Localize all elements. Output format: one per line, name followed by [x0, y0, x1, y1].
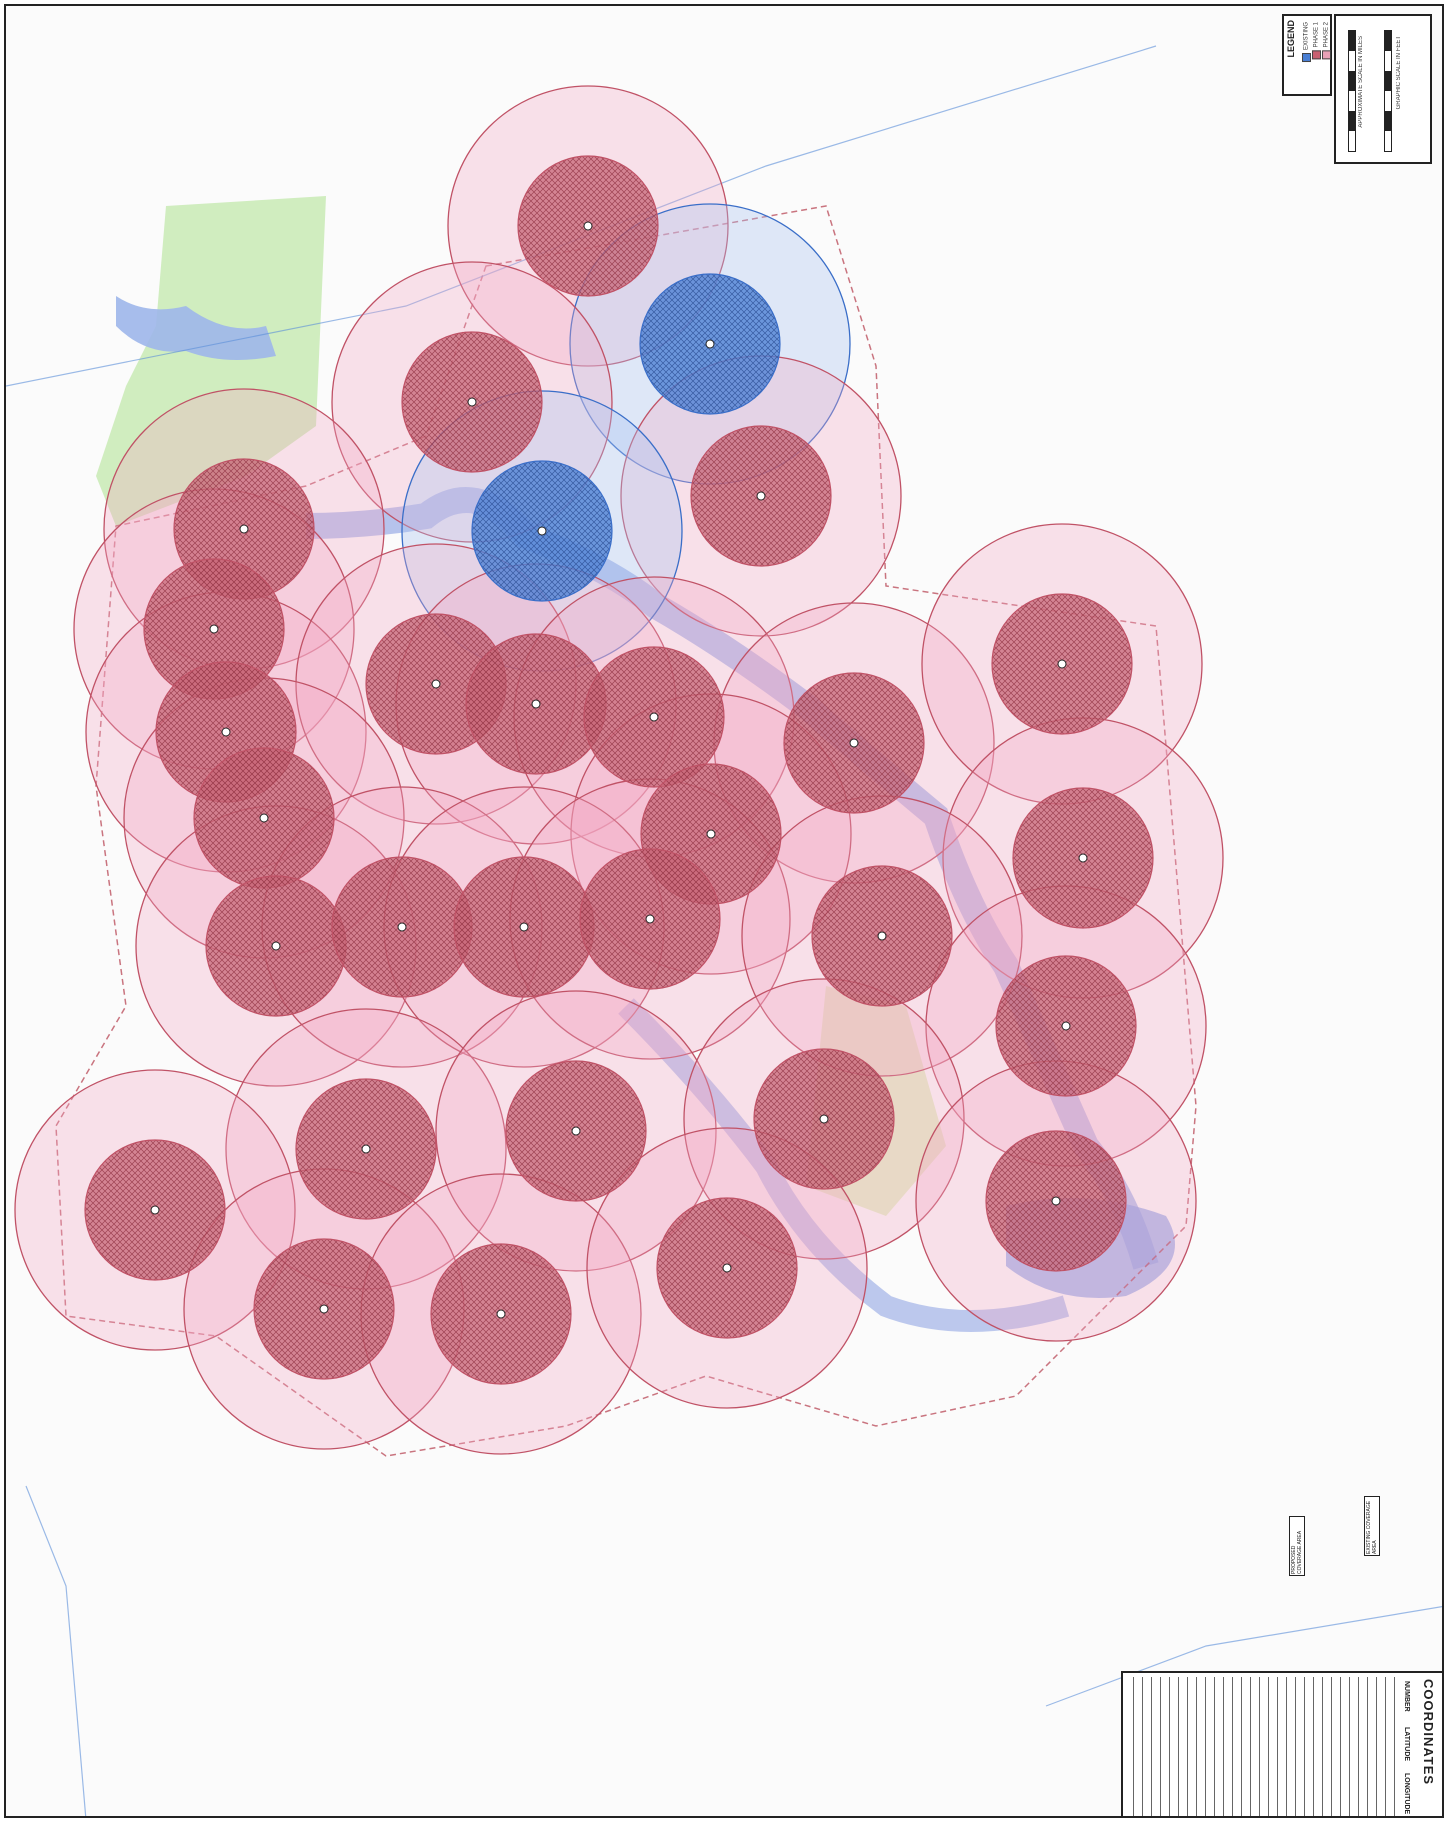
coordinates-table: COORDINATES NUMBER LATITUDE LONGITUDE: [1121, 1671, 1442, 1816]
table-row: [1340, 1677, 1349, 1816]
scale-bar: [1348, 30, 1356, 152]
site-marker[interactable]: [645, 914, 655, 924]
scale-panel: GRAPHIC SCALE IN FEET APPROXIMATE SCALE …: [1334, 14, 1432, 164]
site-marker[interactable]: [756, 491, 766, 501]
site-marker[interactable]: [705, 339, 715, 349]
graphic-scale-label: GRAPHIC SCALE IN FEET: [1396, 36, 1402, 110]
site-marker[interactable]: [209, 624, 219, 634]
table-row: [1160, 1677, 1169, 1816]
scale-bar: [1384, 30, 1392, 152]
site-marker[interactable]: [571, 1126, 581, 1136]
legend: LEGEND EXISTING PHASE 1 PHASE 2: [1282, 14, 1332, 96]
site-marker[interactable]: [706, 829, 716, 839]
site-marker[interactable]: [1057, 659, 1067, 669]
site-marker[interactable]: [239, 524, 249, 534]
approximate-scale-label: APPROXIMATE SCALE IN MILES: [1358, 36, 1364, 128]
site-marker[interactable]: [221, 727, 231, 737]
legend-label: PHASE 1: [1313, 22, 1320, 48]
legend-swatch: [1312, 50, 1321, 60]
site-marker[interactable]: [150, 1205, 160, 1215]
site-marker[interactable]: [519, 922, 529, 932]
legend-label: PHASE 2: [1323, 22, 1330, 48]
county-boundary: [55, 205, 1197, 1457]
legend-label: EXISTING: [1303, 22, 1310, 51]
table-row: [1178, 1677, 1187, 1816]
table-row: [1394, 1677, 1403, 1816]
legend-swatch: [1302, 53, 1311, 63]
legend-item-phase-2: PHASE 2: [1322, 22, 1331, 60]
table-row: [1322, 1677, 1331, 1816]
table-row: [1169, 1677, 1178, 1816]
site-marker[interactable]: [496, 1309, 506, 1319]
legend-title: LEGEND: [1286, 20, 1296, 58]
coordinates-grid: NUMBER LATITUDE LONGITUDE: [1127, 1677, 1417, 1816]
table-row: [1313, 1677, 1322, 1816]
map-frame: LEGEND EXISTING PHASE 1 PHASE 2 GRAPHIC …: [4, 4, 1444, 1818]
legend-swatch: [1322, 50, 1331, 60]
site-marker[interactable]: [583, 221, 593, 231]
site-marker[interactable]: [259, 813, 269, 823]
table-row: [1187, 1677, 1196, 1816]
table-row: [1232, 1677, 1241, 1816]
column-header-latitude: LATITUDE: [1403, 1727, 1410, 1762]
callout-proposed: PROPOSED COVERAGE AREA: [1289, 1516, 1305, 1576]
coordinates-title: COORDINATES: [1421, 1679, 1436, 1786]
table-row: [1259, 1677, 1268, 1816]
road: [1045, 1606, 1442, 1707]
site-marker[interactable]: [722, 1263, 732, 1273]
legend-item-existing: EXISTING: [1302, 22, 1311, 63]
site-marker[interactable]: [397, 922, 407, 932]
river-south: [618, 998, 1070, 1332]
site-marker[interactable]: [877, 931, 887, 941]
table-row: [1142, 1677, 1151, 1816]
lake-west: [116, 296, 276, 360]
table-row: [1331, 1677, 1340, 1816]
road: [25, 1485, 87, 1816]
table-row: [1277, 1677, 1286, 1816]
table-row: [1223, 1677, 1232, 1816]
site-marker[interactable]: [537, 526, 547, 536]
site-marker[interactable]: [467, 397, 477, 407]
table-row: [1385, 1677, 1394, 1816]
table-row: [1250, 1677, 1259, 1816]
site-marker[interactable]: [361, 1144, 371, 1154]
site-marker[interactable]: [819, 1114, 829, 1124]
site-marker[interactable]: [531, 699, 541, 709]
callout-existing: EXISTING COVERAGE AREA: [1364, 1496, 1380, 1556]
map-canvas[interactable]: [6, 6, 1444, 1818]
park-area: [96, 196, 326, 526]
table-row: [1196, 1677, 1205, 1816]
column-header-number: NUMBER: [1403, 1681, 1410, 1712]
table-row: [1214, 1677, 1223, 1816]
table-row: [1367, 1677, 1376, 1816]
table-row: [1376, 1677, 1385, 1816]
site-marker[interactable]: [319, 1304, 329, 1314]
table-row: [1304, 1677, 1313, 1816]
site-marker[interactable]: [849, 738, 859, 748]
site-marker[interactable]: [1078, 853, 1088, 863]
table-row: [1151, 1677, 1160, 1816]
site-marker[interactable]: [431, 679, 441, 689]
table-row: [1295, 1677, 1304, 1816]
legend-item-phase-1: PHASE 1: [1312, 22, 1321, 60]
table-row: [1349, 1677, 1358, 1816]
table-row: [1268, 1677, 1277, 1816]
table-row: [1241, 1677, 1250, 1816]
table-row: [1205, 1677, 1214, 1816]
table-row: [1133, 1677, 1142, 1816]
site-marker[interactable]: [1051, 1196, 1061, 1206]
site-marker[interactable]: [649, 712, 659, 722]
table-row: [1286, 1677, 1295, 1816]
table-row: [1358, 1677, 1367, 1816]
site-markers: [150, 221, 1088, 1319]
site-marker[interactable]: [1061, 1021, 1071, 1031]
column-header-longitude: LONGITUDE: [1403, 1773, 1410, 1815]
site-marker[interactable]: [271, 941, 281, 951]
